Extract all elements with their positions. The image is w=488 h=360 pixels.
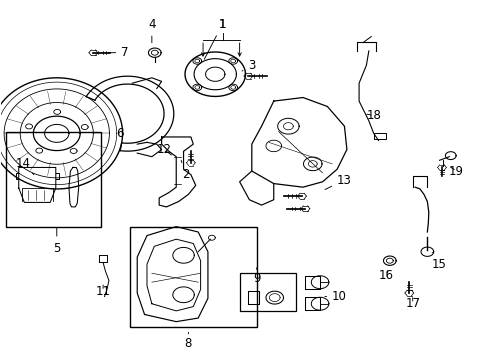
Text: 4: 4 — [148, 18, 155, 43]
Text: 13: 13 — [325, 174, 351, 189]
Text: 9: 9 — [252, 268, 260, 285]
Text: 14: 14 — [16, 157, 34, 175]
Text: 3: 3 — [242, 59, 255, 72]
Text: 6: 6 — [116, 127, 123, 140]
Text: 12: 12 — [156, 143, 171, 156]
Text: 1: 1 — [218, 18, 226, 31]
Text: 5: 5 — [53, 228, 61, 255]
Bar — [239, 273, 295, 311]
Text: 7: 7 — [108, 46, 128, 59]
Text: 16: 16 — [378, 269, 393, 282]
Text: 18: 18 — [366, 109, 380, 122]
Text: 1: 1 — [204, 18, 226, 59]
Text: 2: 2 — [181, 160, 189, 181]
Text: 17: 17 — [405, 297, 419, 310]
Text: 10: 10 — [325, 290, 346, 303]
Text: 19: 19 — [448, 165, 463, 177]
Text: 15: 15 — [431, 252, 446, 271]
Text: 11: 11 — [95, 285, 110, 298]
Bar — [130, 226, 256, 327]
Bar — [5, 132, 101, 226]
Text: 8: 8 — [184, 332, 192, 350]
